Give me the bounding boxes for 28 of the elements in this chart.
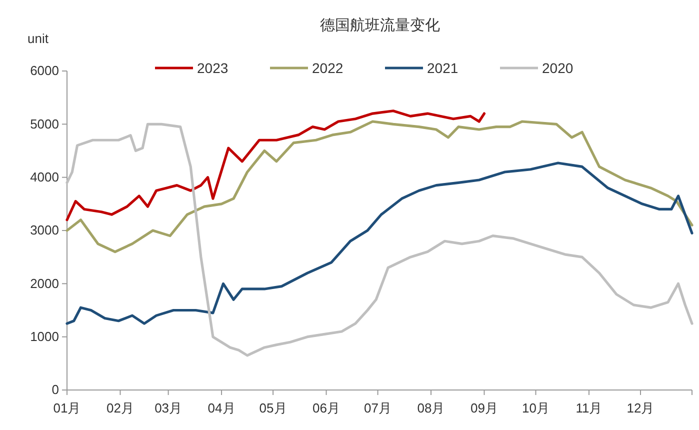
x-tick-label: 06月	[312, 400, 340, 416]
x-tick-label: 12月	[626, 400, 654, 416]
line-series	[66, 122, 694, 357]
y-tick-label: 3000	[30, 222, 59, 238]
legend-label: 2022	[312, 60, 344, 76]
y-axis-title: unit	[28, 31, 49, 46]
y-tick-label: 6000	[30, 63, 59, 78]
x-tick-label: 10月	[522, 400, 550, 416]
x-tick-label: 07月	[364, 400, 392, 416]
legend-label: 2020	[542, 60, 574, 76]
y-tick-label: 0	[52, 382, 59, 398]
x-tick-label: 08月	[417, 400, 445, 416]
x-tick-label: 02月	[106, 400, 134, 416]
y-tick-label: 2000	[30, 276, 59, 291]
y-tick-label: 1000	[30, 328, 59, 344]
line-series	[66, 162, 694, 325]
y-tick-label: 4000	[30, 169, 59, 184]
x-tick-label: 01月	[53, 400, 81, 416]
legend-label: 2021	[427, 60, 458, 76]
x-tick-label: 04月	[208, 400, 236, 416]
x-tick-label: 09月	[470, 400, 498, 416]
chart-title: 德国航班流量变化	[320, 16, 440, 34]
x-tick-label: 03月	[154, 400, 182, 416]
x-tick-label: 05月	[259, 400, 287, 416]
line-series	[66, 110, 486, 222]
x-tick-label: 11月	[576, 400, 602, 416]
y-tick-label: 5000	[30, 116, 59, 132]
legend-label: 2023	[197, 60, 228, 76]
